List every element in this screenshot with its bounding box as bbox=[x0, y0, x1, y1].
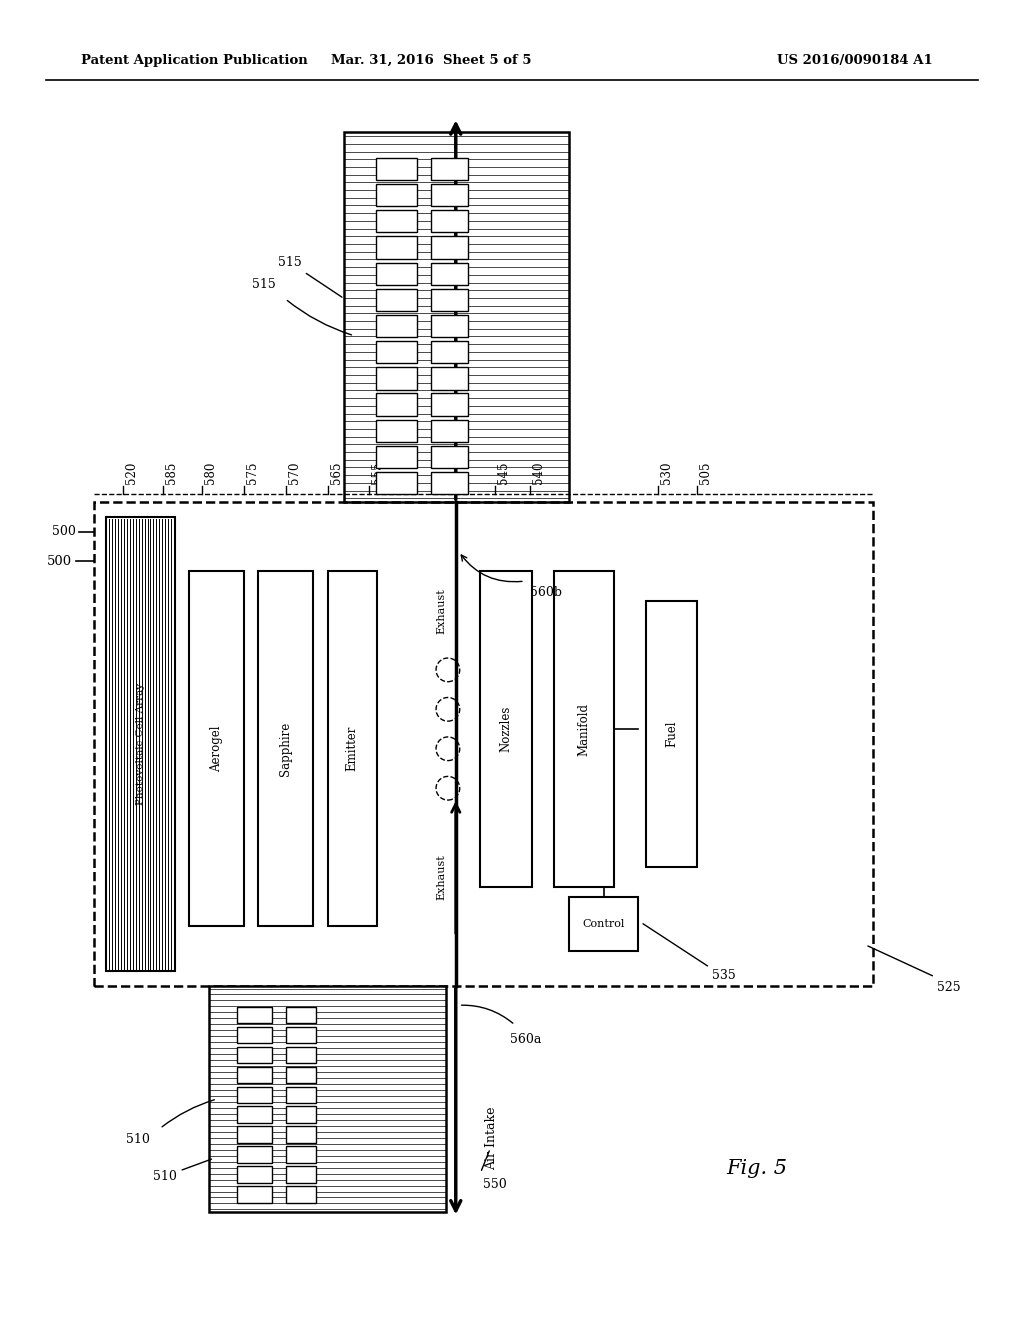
Bar bbox=[237, 1007, 272, 1023]
Bar bbox=[94, 502, 873, 986]
Text: Mar. 31, 2016  Sheet 5 of 5: Mar. 31, 2016 Sheet 5 of 5 bbox=[331, 54, 531, 67]
Bar bbox=[237, 1047, 272, 1063]
Bar bbox=[431, 341, 468, 363]
Text: 545: 545 bbox=[498, 462, 510, 484]
Bar bbox=[376, 341, 418, 363]
Text: 500: 500 bbox=[52, 525, 76, 539]
Bar bbox=[286, 1146, 316, 1163]
Bar bbox=[431, 473, 468, 494]
Bar bbox=[376, 446, 418, 469]
Bar bbox=[286, 1187, 316, 1203]
Text: 500: 500 bbox=[47, 554, 72, 568]
Bar bbox=[105, 517, 175, 970]
Bar bbox=[431, 263, 468, 285]
Bar bbox=[258, 572, 312, 927]
Text: Photovoltaic Cell Array: Photovoltaic Cell Array bbox=[135, 682, 144, 805]
Text: Emitter: Emitter bbox=[346, 726, 358, 771]
Bar bbox=[431, 210, 468, 232]
Bar bbox=[286, 1047, 316, 1063]
Bar bbox=[431, 158, 468, 180]
Text: 510: 510 bbox=[126, 1134, 150, 1147]
Text: 555: 555 bbox=[371, 462, 384, 484]
Text: Sapphire: Sapphire bbox=[280, 722, 292, 776]
Bar bbox=[237, 1027, 272, 1043]
Text: Manifold: Manifold bbox=[578, 702, 591, 755]
Bar bbox=[431, 420, 468, 442]
Bar bbox=[376, 393, 418, 416]
Bar bbox=[286, 1086, 316, 1104]
Text: 580: 580 bbox=[204, 462, 217, 484]
Text: 560a: 560a bbox=[510, 1032, 542, 1045]
Bar bbox=[286, 1027, 316, 1043]
Text: 540: 540 bbox=[531, 462, 545, 484]
Text: 585: 585 bbox=[165, 462, 178, 484]
Bar bbox=[286, 1167, 316, 1183]
Bar bbox=[237, 1187, 272, 1203]
Text: 520: 520 bbox=[125, 462, 138, 484]
Bar bbox=[646, 601, 697, 867]
Bar bbox=[376, 210, 418, 232]
Bar bbox=[286, 1007, 316, 1023]
Bar bbox=[376, 315, 418, 337]
Bar bbox=[431, 289, 468, 312]
Bar bbox=[431, 183, 468, 206]
Text: US 2016/0090184 A1: US 2016/0090184 A1 bbox=[777, 54, 933, 67]
Bar bbox=[189, 572, 244, 927]
Text: 510: 510 bbox=[153, 1159, 212, 1183]
Text: 505: 505 bbox=[699, 462, 713, 484]
Bar bbox=[376, 158, 418, 180]
Text: 525: 525 bbox=[937, 981, 961, 994]
Bar bbox=[286, 1126, 316, 1143]
Bar bbox=[376, 473, 418, 494]
Bar bbox=[431, 446, 468, 469]
Bar bbox=[376, 367, 418, 389]
Bar bbox=[286, 1106, 316, 1123]
Bar bbox=[569, 896, 638, 950]
Bar bbox=[431, 315, 468, 337]
Text: 570: 570 bbox=[288, 462, 301, 484]
Text: Fig. 5: Fig. 5 bbox=[726, 1159, 787, 1177]
Text: 560b: 560b bbox=[529, 586, 562, 599]
Text: 515: 515 bbox=[252, 279, 275, 292]
Bar bbox=[237, 1086, 272, 1104]
Bar bbox=[376, 289, 418, 312]
Text: 535: 535 bbox=[713, 969, 736, 982]
Bar bbox=[328, 572, 377, 927]
Text: Exhaust: Exhaust bbox=[436, 587, 446, 634]
Bar bbox=[431, 236, 468, 259]
Bar bbox=[480, 572, 531, 887]
Bar bbox=[209, 986, 445, 1212]
Bar bbox=[376, 183, 418, 206]
Bar bbox=[237, 1146, 272, 1163]
Bar bbox=[431, 393, 468, 416]
Bar bbox=[344, 132, 569, 502]
Bar bbox=[237, 1126, 272, 1143]
Text: Aerogel: Aerogel bbox=[210, 726, 223, 772]
Text: 530: 530 bbox=[659, 462, 673, 484]
Bar bbox=[376, 263, 418, 285]
Text: 565: 565 bbox=[330, 462, 342, 484]
Text: 575: 575 bbox=[246, 462, 259, 484]
Text: Patent Application Publication: Patent Application Publication bbox=[81, 54, 307, 67]
Bar bbox=[554, 572, 613, 887]
Text: Exhaust: Exhaust bbox=[436, 854, 446, 900]
Text: Nozzles: Nozzles bbox=[500, 706, 513, 752]
Bar bbox=[237, 1106, 272, 1123]
Text: 515: 515 bbox=[279, 256, 342, 297]
Bar bbox=[376, 236, 418, 259]
Text: Air Intake: Air Intake bbox=[485, 1106, 499, 1170]
Bar bbox=[376, 420, 418, 442]
Text: Fuel: Fuel bbox=[666, 721, 678, 747]
Text: 550: 550 bbox=[483, 1177, 507, 1191]
Text: Control: Control bbox=[583, 919, 625, 929]
Bar bbox=[431, 367, 468, 389]
Bar bbox=[237, 1067, 272, 1082]
Bar bbox=[286, 1067, 316, 1082]
Bar bbox=[237, 1167, 272, 1183]
